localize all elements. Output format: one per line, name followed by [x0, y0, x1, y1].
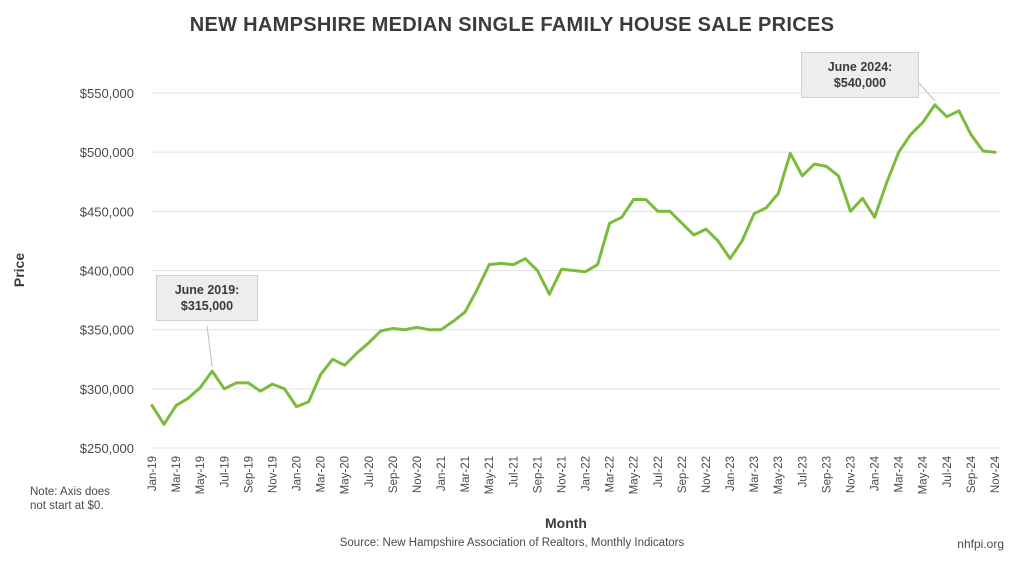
x-tick-label: Jul-20 — [364, 456, 376, 487]
x-tick-label: Jan-19 — [147, 456, 159, 491]
y-tick-label: $350,000 — [80, 323, 134, 338]
x-tick-label: Jan-21 — [436, 456, 448, 491]
y-tick-label: $450,000 — [80, 204, 134, 219]
x-tick-label: Sep-22 — [677, 456, 689, 493]
x-tick-label: May-21 — [484, 456, 496, 494]
x-tick-label: Nov-21 — [556, 456, 568, 493]
annotation-june-2019-line1: June 2019: — [174, 283, 240, 297]
x-tick-label: Sep-21 — [532, 456, 544, 493]
x-tick-label: May-22 — [629, 456, 641, 494]
x-tick-label: Mar-21 — [460, 456, 472, 492]
y-tick-label: $500,000 — [80, 145, 134, 160]
x-tick-labels: Jan-19 Mar-19 May-19 Jul-19 Sep-19 Nov-19 Jan-… — [147, 455, 1002, 494]
x-tick-label: Sep-20 — [388, 456, 400, 493]
x-tick-label: Sep-19 — [243, 456, 255, 493]
annotation-leader-line — [206, 325, 213, 368]
x-tick-label: Sep-24 — [966, 455, 978, 493]
annotation-june-2024: June 2024: $540,000 — [801, 52, 919, 98]
x-tick-label: Nov-19 — [267, 456, 279, 493]
x-tick-label: May-20 — [340, 456, 352, 494]
x-tick-label: Nov-24 — [990, 455, 1002, 493]
series-line — [150, 103, 997, 426]
y-axis-label: Price — [11, 253, 27, 287]
annotation-leader-line — [917, 81, 936, 102]
x-tick-label: Jul-19 — [219, 456, 231, 487]
annotation-june-2019-line2: $315,000 — [180, 299, 234, 313]
chart-title: NEW HAMPSHIRE MEDIAN SINGLE FAMILY HOUSE… — [189, 14, 835, 36]
x-tick-label: Jan-20 — [292, 456, 304, 491]
y-tick-label: $300,000 — [80, 382, 134, 397]
x-tick-label: Mar-23 — [749, 456, 761, 492]
x-tick-label: Sep-23 — [821, 456, 833, 493]
x-tick-label: Mar-20 — [316, 456, 328, 492]
y-tick-label: $400,000 — [80, 264, 134, 279]
axis-note: Note: Axis does not start at $0. — [30, 486, 110, 512]
y-tick-labels: $250,000 $300,000 $350,000 $400,000 $450,000… — [80, 86, 134, 456]
x-tick-label: Mar-19 — [171, 456, 183, 492]
site-url: nhfpi.org — [957, 537, 1004, 551]
annotation-leaders — [206, 81, 936, 368]
x-tick-label: Mar-24 — [894, 455, 906, 492]
x-tick-label: Mar-22 — [605, 456, 617, 492]
x-tick-label: Jan-24 — [870, 455, 882, 491]
x-tick-label: Nov-23 — [845, 456, 857, 493]
x-tick-label: Nov-20 — [412, 456, 424, 493]
x-tick-label: Nov-22 — [701, 456, 713, 493]
source-text: Source: New Hampshire Association of Rea… — [339, 537, 685, 549]
y-tick-label: $250,000 — [80, 441, 134, 456]
x-tick-label: Jul-22 — [653, 456, 665, 487]
annotation-june-2019: June 2019: $315,000 — [156, 275, 258, 321]
annotation-june-2024-line2: $540,000 — [833, 76, 887, 90]
x-tick-label: Jul-24 — [942, 455, 954, 487]
x-tick-label: Jul-23 — [797, 456, 809, 487]
x-tick-label: Jul-21 — [508, 456, 520, 487]
x-tick-label: Jan-22 — [581, 456, 593, 491]
y-tick-label: $550,000 — [80, 86, 134, 101]
annotation-june-2024-line1: June 2024: — [827, 60, 893, 74]
x-tick-label: Jan-23 — [725, 456, 737, 491]
x-axis-label: Month — [545, 515, 587, 531]
x-tick-label: May-23 — [773, 456, 785, 494]
x-tick-label: May-19 — [195, 456, 207, 494]
x-tick-label: May-24 — [918, 455, 930, 494]
